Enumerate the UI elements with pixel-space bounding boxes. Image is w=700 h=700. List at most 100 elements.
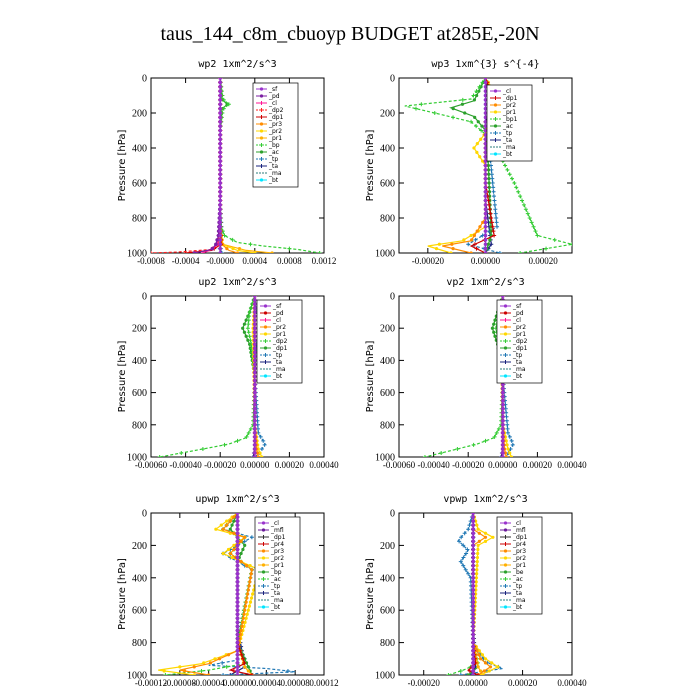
legend-marker [503,528,508,532]
series-marker [483,159,488,163]
series-marker [253,443,257,447]
series-marker [570,242,572,247]
series-marker [483,115,488,120]
x-tick-label: 0.00004 [252,678,282,688]
series-marker [210,246,215,251]
legend-label: _ac [268,149,279,156]
series-marker [248,600,253,604]
series-marker [213,657,217,661]
series-marker [483,246,488,251]
x-tick-label: 0.00020 [275,460,305,470]
series-marker [491,229,496,234]
series-marker [531,224,536,229]
series-marker [218,216,222,220]
series-marker [253,439,257,443]
series-marker [471,527,475,531]
y-tick-label: 1000 [375,453,395,464]
series-marker [477,531,481,535]
series-marker [244,564,249,568]
series-marker [235,632,240,637]
x-tick-label: -0.0000 [206,256,234,266]
series-marker [483,198,488,203]
series-marker [243,543,247,548]
series-marker [477,89,481,93]
series-marker [483,150,488,155]
legend-marker [503,605,508,609]
panel-title: vp2 1xm^2/s^3 [446,277,524,288]
series-marker [461,555,466,560]
series-marker [471,665,475,669]
series-marker [483,128,488,133]
series-marker [451,115,456,120]
series-marker [494,220,499,225]
series-marker [501,418,505,423]
series-marker [244,661,249,665]
series-marker [490,176,495,181]
y-tick-label: 1000 [375,671,395,682]
x-tick-label: -0.00020 [412,256,445,266]
series-marker [483,539,488,543]
series-marker [214,242,218,247]
series-marker [501,435,505,439]
series-marker [251,592,255,596]
legend-label: _ma [270,597,284,604]
legend-marker [261,528,266,532]
legend-marker [503,535,508,539]
series-marker [242,330,247,334]
series-marker [235,539,240,544]
series-marker [504,439,508,443]
x-tick-label: 0.00040 [557,678,587,688]
series-marker [235,644,240,649]
series-marker [250,568,254,572]
legend-label: _pr1 [502,109,516,116]
series-marker [242,322,247,326]
series-marker [253,342,257,347]
x-tick-label: -0.00020 [408,678,441,688]
x-tick-label: 0.00000 [240,460,270,470]
series-marker [245,592,250,596]
series-marker [235,547,240,552]
series-marker [218,154,222,159]
series-marker [202,661,206,665]
legend-label: _tp [512,352,522,359]
panel-4: vp2 1xm^2/s^3 Pressure [hPa] 0 200 400 600 800… [365,277,587,470]
legend-marker [493,131,498,135]
series-line-tp [457,513,506,675]
legend-label: _pr2 [512,555,526,562]
series-marker [253,296,257,298]
legend-marker [503,339,508,343]
series-marker [235,648,240,653]
series-marker [218,124,222,128]
legend-marker [261,542,266,546]
series-marker [248,426,253,431]
series-marker [483,203,488,207]
series-marker [518,251,523,253]
legend-label: _pr2 [272,324,286,331]
legend-marker [261,535,266,539]
series-marker [240,624,244,629]
series-marker [246,430,251,435]
legend-label: _pr1 [512,331,526,338]
y-tick-label: 800 [380,420,395,431]
y-tick-label: 600 [380,179,395,190]
series-marker [460,97,465,102]
series-marker [215,238,219,242]
series-marker [432,111,437,115]
series-marker [246,338,250,342]
series-marker [235,576,240,580]
series-marker [483,141,488,146]
series-marker [235,543,240,548]
series-marker [253,451,257,455]
series-marker [504,414,509,419]
legend-label: _bt [270,604,281,611]
legend-marker [261,584,266,588]
series-marker [235,665,240,669]
series-marker [258,451,262,455]
y-axis-label: Pressure [hPa] [117,130,128,202]
series-marker [471,519,475,523]
series-marker [471,624,475,629]
plot-frame [398,295,573,458]
series-marker [287,246,292,251]
series-marker [476,547,480,552]
series-marker [496,426,501,431]
